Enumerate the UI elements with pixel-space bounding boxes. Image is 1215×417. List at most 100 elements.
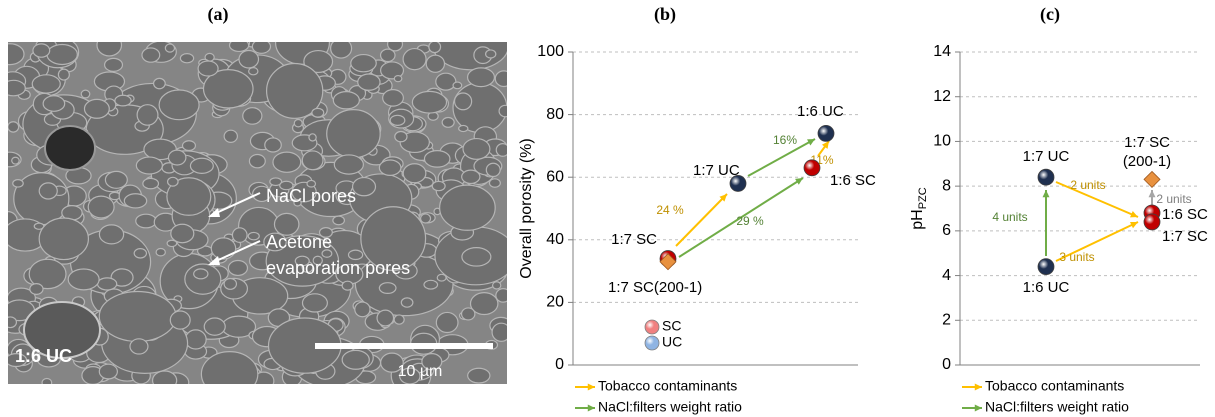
y-tick-label: 0 (555, 356, 564, 373)
legend-label: Tobacco contaminants (598, 378, 737, 394)
pore (105, 58, 123, 71)
pore (32, 75, 60, 93)
y-tick-label: 60 (546, 168, 564, 185)
pore (453, 82, 462, 89)
point-label: 1:7 SC (611, 231, 657, 248)
pore (394, 315, 404, 324)
pore (232, 228, 247, 243)
pore (455, 93, 472, 110)
point (1144, 171, 1160, 187)
pore (142, 48, 160, 62)
pore (115, 95, 131, 106)
legend-label: SC (662, 318, 681, 334)
pore (432, 181, 445, 190)
pore (154, 78, 166, 88)
legend-label: NaCl:filters weight ratio (598, 399, 742, 415)
pore (97, 278, 116, 290)
pore (273, 152, 301, 172)
sample-label: 1:6 UC (15, 346, 72, 366)
pore (168, 177, 178, 186)
pore (137, 105, 158, 126)
point (818, 125, 834, 141)
pore (249, 68, 258, 75)
pore (248, 232, 259, 239)
pore (436, 73, 456, 90)
y-tick-label: 12 (933, 88, 951, 105)
annotation: 3 units (1059, 250, 1094, 264)
pore (170, 311, 190, 329)
pore (171, 224, 194, 242)
pore (421, 214, 431, 223)
pore (30, 284, 43, 295)
pore (224, 130, 237, 142)
pore (0, 44, 24, 65)
y-axis-label-main: Overall porosity (%) (518, 138, 535, 278)
pore (99, 364, 117, 379)
pore (499, 105, 511, 116)
pore (468, 368, 490, 383)
annotation: 16% (773, 133, 797, 147)
pore (437, 274, 446, 281)
annotation: 2 units (1070, 178, 1105, 192)
pore (459, 125, 468, 131)
arrow-head (588, 405, 595, 412)
pore (403, 49, 426, 70)
y-tick-label: 4 (942, 267, 951, 284)
pore (412, 91, 446, 113)
pore (342, 350, 369, 369)
arrow-head (975, 405, 982, 412)
pore (224, 278, 236, 289)
y-axis-label: Overall porosity (%) (518, 138, 535, 278)
pore (429, 41, 441, 52)
pore (153, 371, 177, 390)
pore (230, 39, 249, 51)
pore (492, 323, 510, 341)
pore (134, 249, 146, 258)
point-label: 1:7 UC (1023, 148, 1070, 165)
pore (45, 126, 95, 170)
pore (43, 96, 65, 112)
chart-title: (c) (1040, 4, 1060, 25)
pore (97, 34, 121, 56)
pore (493, 282, 501, 289)
pore (377, 310, 393, 326)
pore (39, 183, 57, 199)
pore (342, 281, 353, 290)
point-label: 1:6 UC (1023, 279, 1070, 296)
y-tick-label: 0 (942, 356, 951, 373)
pore (180, 54, 193, 63)
pore (462, 248, 491, 266)
pore (252, 40, 270, 54)
pore (4, 317, 16, 328)
point-label: 1:6 SC (830, 172, 876, 189)
y-tick-label: 40 (546, 231, 564, 248)
pore (265, 138, 282, 152)
pore (190, 158, 213, 173)
image-label: Acetone (266, 232, 332, 252)
chart-title: (b) (654, 4, 676, 25)
pore (136, 214, 156, 228)
annotation: 29 % (736, 214, 764, 228)
pore (109, 192, 120, 199)
y-tick-label: 2 (942, 312, 951, 329)
y-tick-label: 6 (942, 222, 951, 239)
point (1144, 214, 1160, 230)
pore (468, 68, 495, 87)
pore (351, 55, 376, 72)
pore (159, 90, 199, 120)
y-tick-label: 14 (933, 43, 951, 60)
scale-bar-label: 10 µm (398, 363, 443, 380)
pore (424, 280, 438, 289)
arrow-head (588, 384, 595, 391)
pore (185, 330, 206, 349)
pore (331, 39, 352, 58)
pore (13, 180, 23, 187)
pore (495, 71, 512, 87)
arrow-head (1043, 190, 1050, 197)
pore (424, 151, 449, 168)
legend-label: Tobacco contaminants (985, 378, 1124, 394)
point (1038, 259, 1054, 275)
pore (390, 115, 405, 125)
pore (383, 90, 404, 106)
pore (309, 134, 316, 141)
